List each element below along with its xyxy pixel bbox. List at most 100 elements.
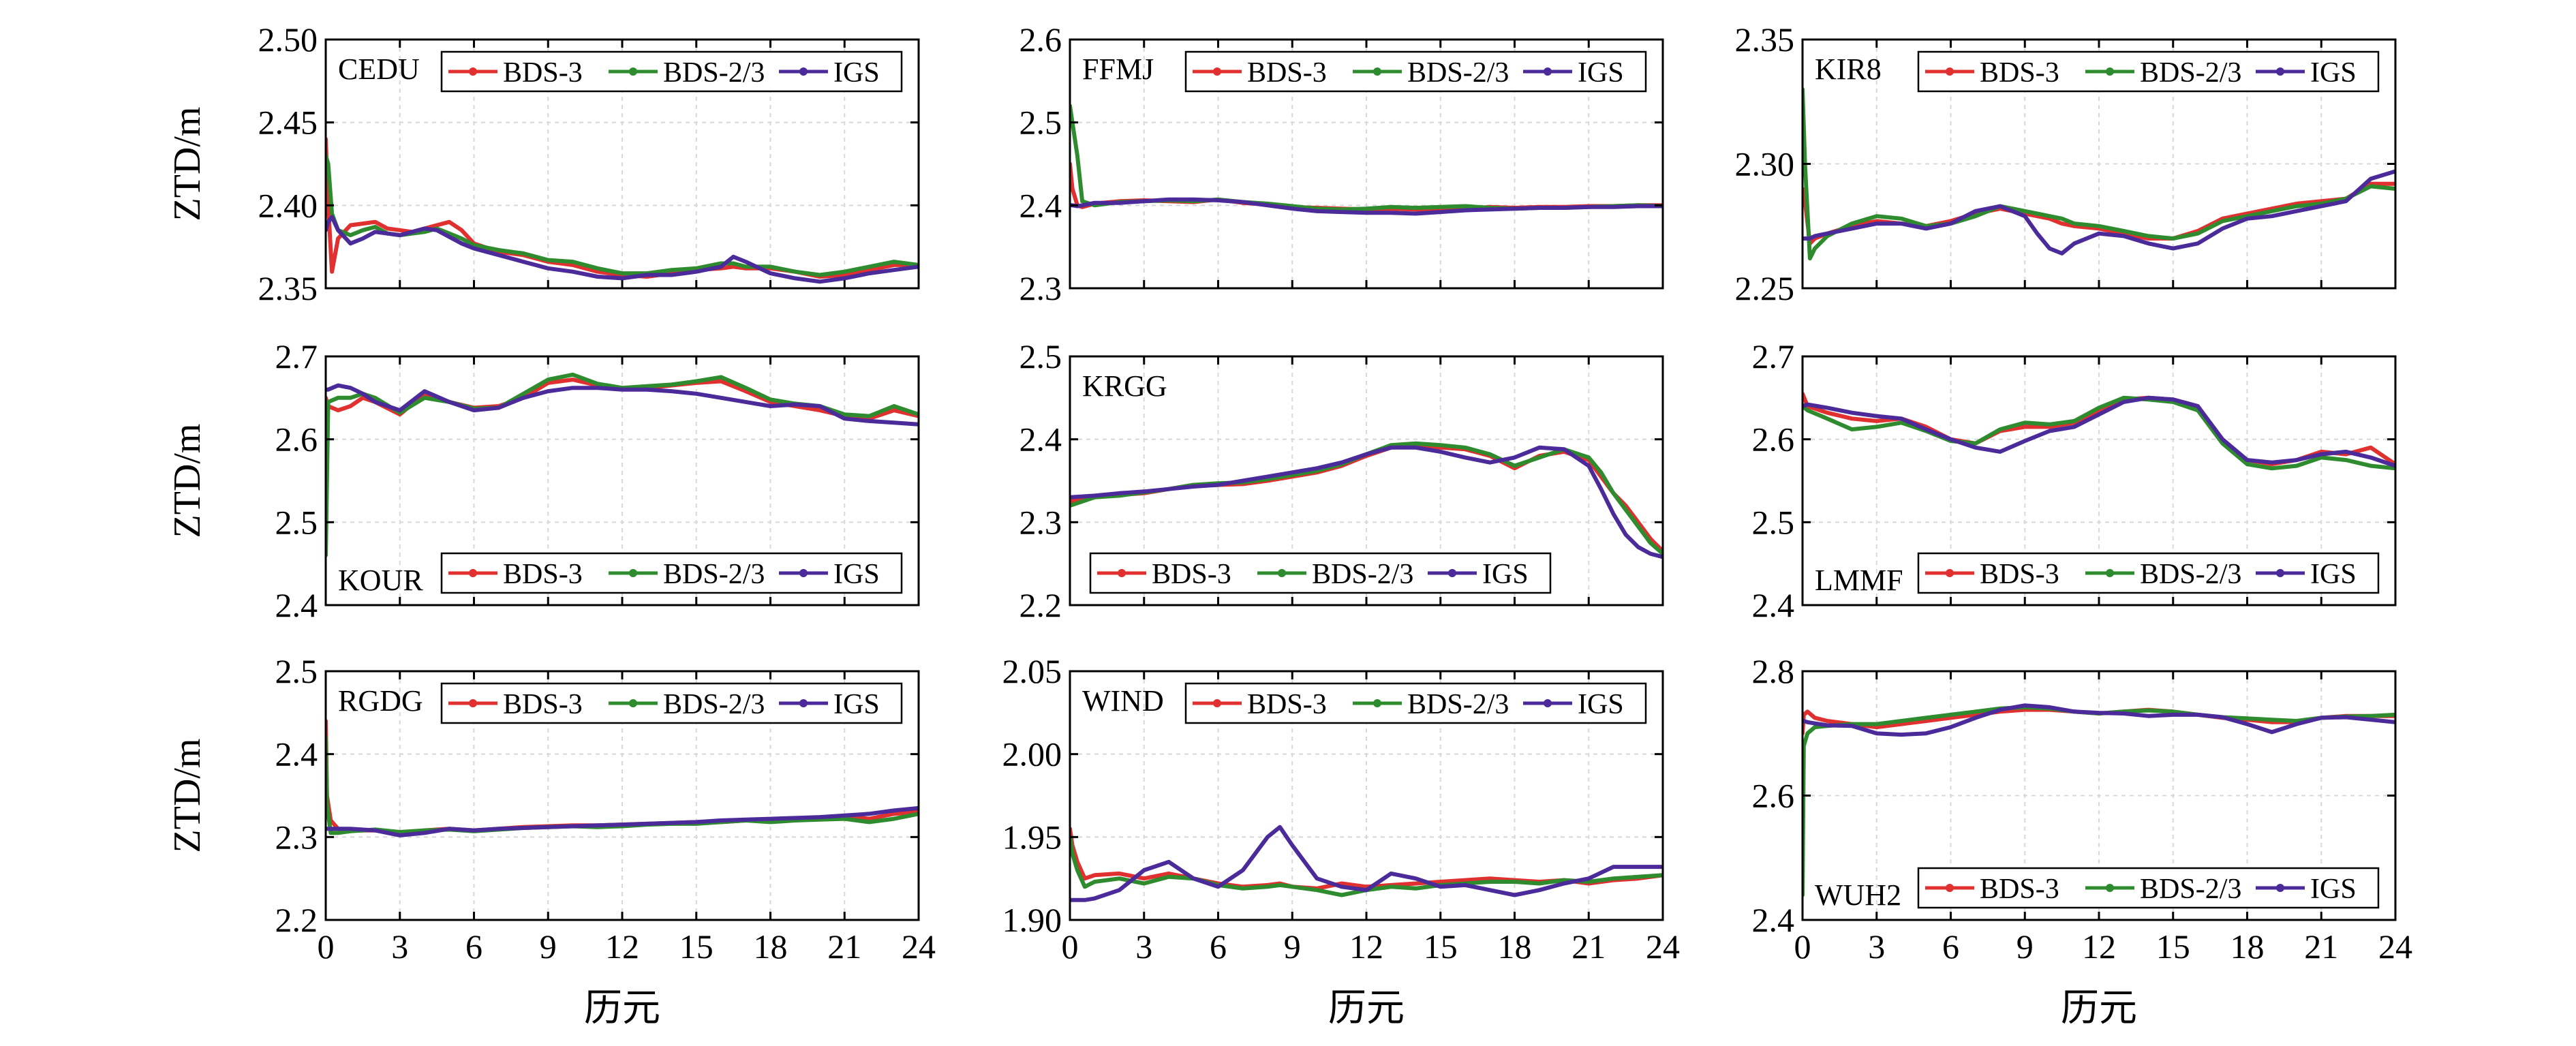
x-tick-label: 15 [679, 927, 714, 966]
x-axis-label: 历元 [584, 987, 660, 1030]
panel-kir8: 2.25 2.30 2.35 KIR8 BDS-3 BDS-2/3 IGS [1735, 20, 2397, 307]
legend: BDS-3 BDS-2/3 IGS [440, 682, 903, 724]
x-tick-label: 9 [2017, 927, 2034, 966]
series-line-bds-2-3 [1803, 87, 2395, 261]
legend: BDS-3 BDS-2/3 IGS [1917, 867, 2380, 909]
legend-marker [469, 67, 477, 76]
series-line-igs [1070, 825, 1663, 902]
panel-krgg: 2.2 2.3 2.4 2.5 KRGG BDS-3 BDS-2/3 IGS [1019, 337, 1664, 624]
y-tick-label: 2.4 [275, 586, 318, 624]
legend-label: BDS-2/3 [1407, 57, 1509, 89]
y-tick-label: 2.5 [1752, 503, 1795, 541]
x-tick-label: 24 [2378, 927, 2412, 966]
legend-marker [1213, 67, 1221, 76]
legend-label: IGS [833, 559, 880, 590]
y-tick-label: 2.6 [1752, 420, 1795, 459]
legend-label: BDS-3 [1980, 874, 2059, 905]
panel-wuh2: 2.4 2.6 2.8 0 3 6 9 12 15 18 21 24 历元 WUH2 BDS-3 BDS-2/… [1752, 652, 2413, 1030]
y-tick-label: 2.6 [1019, 20, 1062, 59]
series-line-igs [1803, 169, 2395, 256]
x-tick-label: 21 [1571, 927, 1606, 966]
x-tick-label: 15 [1424, 927, 1458, 966]
x-axis-label: 历元 [2061, 987, 2137, 1030]
y-axis-label: ZTD/m [166, 107, 209, 221]
panel-rgdg: 2.2 2.3 2.4 2.5 0 3 6 9 12 15 18 21 24 ZTD/m 历元 RGDG BDS… [166, 652, 936, 1030]
y-tick-label: 2.7 [275, 337, 318, 375]
legend-label: IGS [1482, 559, 1529, 590]
legend-marker [1946, 569, 1954, 577]
legend-label: BDS-3 [1152, 559, 1231, 590]
legend-marker [1544, 67, 1552, 76]
y-tick-label: 2.35 [1735, 20, 1795, 59]
legend-marker [799, 67, 808, 76]
legend-marker [2106, 884, 2114, 892]
series-line-igs [1803, 395, 2395, 468]
legend-marker [469, 699, 477, 707]
x-tick-label: 21 [827, 927, 861, 966]
station-label: LMMF [1815, 564, 1903, 597]
station-label: KOUR [338, 564, 423, 597]
legend: BDS-3 BDS-2/3 IGS [440, 50, 903, 93]
legend-label: BDS-3 [1247, 57, 1327, 89]
legend-label: IGS [833, 57, 880, 89]
y-tick-label: 2.5 [275, 503, 318, 541]
x-tick-label: 12 [2082, 927, 2116, 966]
y-tick-label: 2.35 [258, 269, 318, 307]
legend-label: BDS-3 [1980, 559, 2059, 590]
legend: BDS-3 BDS-2/3 IGS [1089, 552, 1552, 594]
x-tick-label: 3 [1135, 927, 1152, 966]
legend-label: BDS-3 [503, 57, 583, 89]
series-line-igs [326, 383, 919, 427]
legend-marker [2276, 884, 2284, 892]
legend-marker [2106, 569, 2114, 577]
legend-label: BDS-2/3 [2140, 57, 2241, 89]
legend-marker [2106, 67, 2114, 76]
legend-label: BDS-2/3 [1312, 559, 1413, 590]
x-tick-label: 3 [1868, 927, 1885, 966]
legend: BDS-3 BDS-2/3 IGS [1184, 682, 1647, 724]
series-line-bds-2-3 [1803, 395, 2395, 471]
legend-marker [799, 569, 808, 577]
station-label: RGDG [338, 684, 423, 718]
y-tick-label: 2.2 [275, 901, 318, 939]
y-tick-label: 2.4 [1019, 420, 1062, 459]
legend-marker [1448, 569, 1456, 577]
x-axis-label: 历元 [1328, 987, 1405, 1030]
y-tick-label: 2.4 [1019, 186, 1062, 224]
series-line-bds-2-3 [1070, 835, 1663, 897]
series-line-igs [1070, 197, 1663, 216]
panel-cedu: 2.35 2.40 2.45 2.50 ZTD/m CEDU BDS-3 BDS-2/3 IGS [166, 20, 920, 307]
legend-label: IGS [2310, 57, 2357, 89]
y-tick-label: 2.5 [275, 652, 318, 690]
series-line-igs [1803, 703, 2395, 737]
y-tick-label: 2.3 [1019, 269, 1062, 307]
legend-label: BDS-2/3 [1407, 689, 1509, 720]
x-tick-label: 6 [1942, 927, 1959, 966]
legend-marker [1373, 67, 1381, 76]
series-line-igs [326, 215, 919, 284]
y-tick-label: 2.4 [1752, 901, 1795, 939]
x-tick-label: 18 [754, 927, 788, 966]
legend-marker [1373, 699, 1381, 707]
y-tick-label: 2.2 [1019, 586, 1062, 624]
station-label: WIND [1082, 684, 1164, 718]
x-tick-label: 0 [1062, 927, 1079, 966]
x-tick-label: 24 [1646, 927, 1680, 966]
y-tick-label: 2.00 [1002, 735, 1062, 773]
y-tick-label: 2.5 [1019, 337, 1062, 375]
x-tick-label: 12 [1349, 927, 1383, 966]
legend-marker [2276, 569, 2284, 577]
legend-marker [1946, 67, 1954, 76]
y-axis-label: ZTD/m [166, 424, 209, 538]
legend-label: IGS [1578, 57, 1624, 89]
y-tick-label: 2.4 [1752, 586, 1795, 624]
x-tick-label: 18 [2230, 927, 2265, 966]
legend-marker [1278, 569, 1286, 577]
series-line-bds-3 [1803, 391, 2395, 467]
legend: BDS-3 BDS-2/3 IGS [1917, 50, 2380, 93]
legend-marker [2276, 67, 2284, 76]
panel-wind: 1.90 1.95 2.00 2.05 0 3 6 9 12 15 18 21 24 历元 WIND BDS-… [1002, 652, 1681, 1030]
legend: BDS-3 BDS-2/3 IGS [1917, 552, 2380, 594]
x-tick-label: 15 [2156, 927, 2190, 966]
